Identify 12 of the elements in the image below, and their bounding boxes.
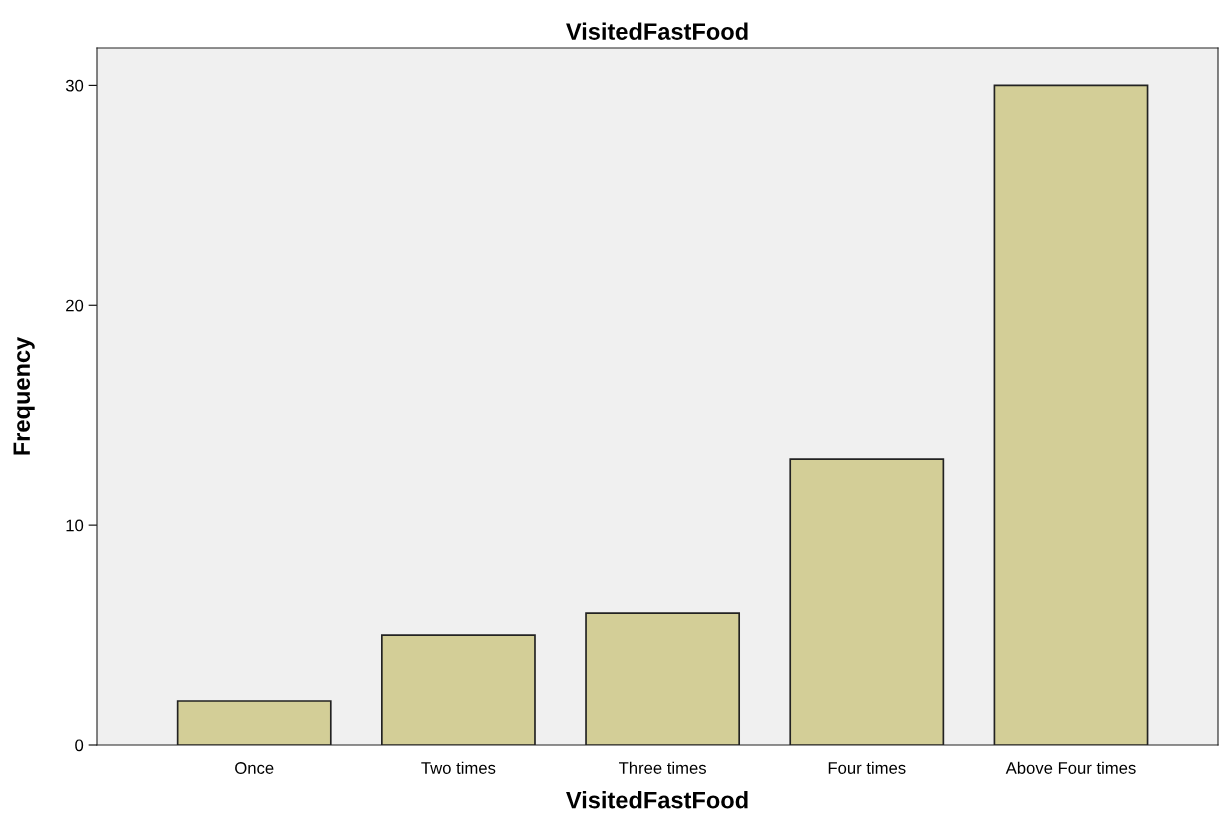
x-tick-label: Above Four times bbox=[1005, 761, 1136, 774]
x-tick-label: Four times bbox=[828, 761, 906, 774]
y-tick-label: 0 bbox=[75, 739, 84, 752]
x-tick-label: Three times bbox=[618, 761, 706, 774]
y-tick-label: 30 bbox=[65, 79, 84, 92]
x-tick-label: Once bbox=[235, 762, 274, 774]
chart-title: VisitedFastFood bbox=[566, 22, 748, 40]
x-axis-title: VisitedFastFood bbox=[566, 791, 748, 809]
x-tick-label: Two times bbox=[421, 761, 496, 774]
y-tick-label: 20 bbox=[66, 299, 84, 312]
y-axis-title: Frequency bbox=[13, 336, 35, 455]
y-tick-label: 10 bbox=[66, 519, 84, 532]
